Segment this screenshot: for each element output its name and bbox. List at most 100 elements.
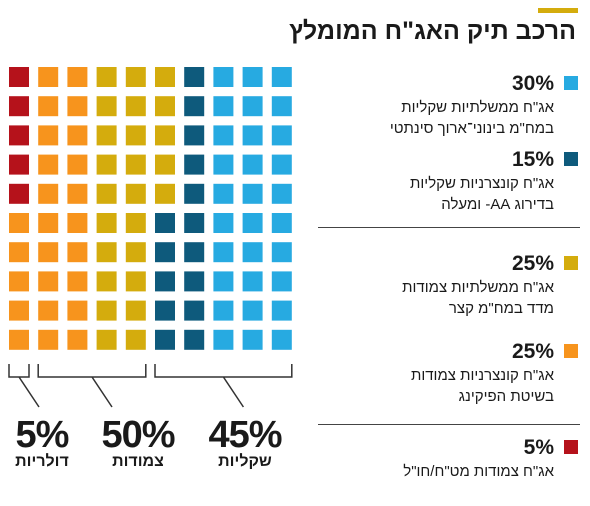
summary-label: דולריות	[15, 453, 69, 470]
waffle-cell-cyan-30-c8-r7	[242, 271, 263, 292]
waffle-cell-gold-25-c4-r2	[125, 125, 146, 146]
waffle-cell-cyan-30-c9-r6	[271, 242, 292, 263]
summary-value: 5%	[15, 414, 70, 456]
waffle-cell-gold-25-c3-r0	[96, 67, 117, 87]
waffle-cell-navy-15-c6-r4	[184, 183, 205, 204]
legend-desc-line-1: מדד במח"מ קצר	[448, 300, 554, 317]
legend-divider-0	[318, 227, 580, 228]
waffle-cell-gold-25-c3-r6	[96, 242, 117, 263]
waffle-cell-navy-15-c5-r7	[155, 271, 175, 292]
legend-desc-line-1: בדירוג AA- ומעלה	[441, 196, 554, 213]
legend-description: אג"ח קונצרניות שקליות בדירוג AA- ומעלה	[410, 173, 554, 215]
legend-description: אג"ח צמודות מט"ח/חו"ל	[403, 461, 554, 482]
waffle-cell-navy-15-c6-r2	[184, 125, 205, 146]
waffle-cell-cyan-30-c7-r9	[213, 329, 234, 350]
waffle-cell-orange-25-c1-r8	[38, 300, 59, 321]
legend-desc-line-0: אג"ח ממשלתיות שקליות	[401, 99, 554, 116]
legend-desc-line-1: בשיטת הפיקינג	[458, 388, 554, 405]
waffle-cell-cyan-30-c9-r5	[271, 213, 292, 233]
waffle-cell-red-5-c0-r1	[9, 96, 29, 117]
title-accent-bar	[538, 8, 578, 13]
waffle-cell-orange-25-c0-r6	[9, 242, 29, 263]
waffle-cell-cyan-30-c7-r6	[213, 242, 234, 263]
waffle-cell-orange-25-c0-r5	[9, 213, 29, 233]
waffle-cell-orange-25-c1-r6	[38, 242, 59, 263]
waffle-cell-cyan-30-c9-r7	[271, 271, 292, 292]
waffle-cell-orange-25-c2-r6	[67, 242, 88, 263]
waffle-cell-gold-25-c5-r1	[155, 96, 175, 117]
waffle-cell-gold-25-c3-r8	[96, 300, 117, 321]
waffle-cell-orange-25-c1-r1	[38, 96, 59, 117]
legend-divider-1	[318, 424, 580, 425]
bracket-1	[37, 364, 147, 408]
legend-value: 5%	[523, 436, 554, 459]
legend-description: אג"ח ממשלתיות שקליות במח"מ בינוני־ארוך סי…	[390, 97, 554, 139]
waffle-cell-gold-25-c3-r3	[96, 154, 117, 175]
waffle-cell-gold-25-c4-r0	[125, 67, 146, 87]
waffle-cell-navy-15-c5-r5	[155, 213, 175, 233]
legend-item-3: 25% אג"ח קונצרניות צמודות בשיטת הפיקינג	[318, 340, 578, 410]
waffle-cell-navy-15-c5-r6	[155, 242, 175, 263]
summary-value: 50%	[101, 414, 175, 456]
legend-description: אג"ח ממשלתיות צמודות מדד במח"מ קצר	[402, 277, 554, 319]
waffle-cell-orange-25-c2-r3	[67, 154, 88, 175]
summary-1: 50% צמודות	[94, 414, 182, 471]
legend-swatch	[564, 152, 578, 166]
waffle-cell-orange-25-c2-r5	[67, 213, 88, 233]
waffle-cell-orange-25-c1-r2	[38, 125, 59, 146]
waffle-cell-gold-25-c4-r5	[125, 213, 146, 233]
summary-label: שקליות	[218, 453, 272, 470]
waffle-cell-cyan-30-c7-r1	[213, 96, 234, 117]
waffle-cell-orange-25-c0-r9	[9, 329, 29, 350]
waffle-cell-orange-25-c2-r4	[67, 183, 88, 204]
waffle-cell-cyan-30-c9-r1	[271, 96, 292, 117]
waffle-cell-gold-25-c3-r5	[96, 213, 117, 233]
legend-desc-line-0: אג"ח צמודות מט"ח/חו"ל	[403, 463, 554, 480]
waffle-cell-orange-25-c1-r0	[38, 67, 59, 87]
legend-value: 25%	[511, 252, 554, 275]
waffle-cell-red-5-c0-r0	[9, 67, 29, 87]
waffle-cell-cyan-30-c7-r5	[213, 213, 234, 233]
legend-value: 30%	[511, 72, 554, 95]
waffle-cell-cyan-30-c7-r0	[213, 67, 234, 87]
chart-title: הרכב תיק האג"ח המומלץ	[289, 17, 576, 45]
waffle-cell-cyan-30-c9-r9	[271, 329, 292, 350]
waffle-cell-navy-15-c6-r5	[184, 213, 205, 233]
waffle-chart	[8, 67, 293, 408]
waffle-cell-cyan-30-c8-r4	[242, 183, 263, 204]
legend-item-4: 5% אג"ח צמודות מט"ח/חו"ל	[318, 436, 578, 506]
waffle-cell-orange-25-c1-r4	[38, 183, 59, 204]
waffle-cell-orange-25-c2-r1	[67, 96, 88, 117]
waffle-cell-cyan-30-c9-r0	[271, 67, 292, 87]
waffle-cell-navy-15-c6-r9	[184, 329, 205, 350]
waffle-cell-red-5-c0-r4	[9, 183, 29, 204]
legend-item-2: 25% אג"ח ממשלתיות צמודות מדד במח"מ קצר	[318, 252, 578, 322]
waffle-cell-navy-15-c6-r1	[184, 96, 205, 117]
legend-value: 25%	[511, 340, 554, 363]
waffle-cell-navy-15-c5-r9	[155, 329, 175, 350]
summary-2: 45% שקליות	[200, 414, 290, 471]
legend-desc-line-1: במח"מ בינוני־ארוך סינתטי	[389, 120, 554, 137]
waffle-cell-cyan-30-c9-r2	[271, 125, 292, 146]
waffle-cell-navy-15-c6-r6	[184, 242, 205, 263]
waffle-cell-orange-25-c0-r7	[9, 271, 29, 292]
waffle-cell-navy-15-c5-r8	[155, 300, 175, 321]
legend-swatch	[564, 344, 578, 358]
legend-desc-line-0: אג"ח קונצרניות צמודות	[410, 367, 554, 384]
waffle-cell-cyan-30-c8-r3	[242, 154, 263, 175]
waffle-cell-orange-25-c2-r0	[67, 67, 88, 87]
waffle-cell-navy-15-c6-r0	[184, 67, 205, 87]
waffle-cell-orange-25-c1-r3	[38, 154, 59, 175]
waffle-cell-gold-25-c3-r1	[96, 96, 117, 117]
waffle-cell-orange-25-c0-r8	[9, 300, 29, 321]
waffle-cell-navy-15-c6-r3	[184, 154, 205, 175]
waffle-cell-gold-25-c4-r9	[125, 329, 146, 350]
waffle-cell-gold-25-c4-r3	[125, 154, 146, 175]
legend-desc-line-0: אג"ח ממשלתיות צמודות	[402, 279, 554, 296]
bracket-2	[154, 364, 293, 408]
waffle-cell-cyan-30-c8-r6	[242, 242, 263, 263]
waffle-cell-cyan-30-c8-r9	[242, 329, 263, 350]
waffle-cell-gold-25-c5-r0	[155, 67, 175, 87]
waffle-cell-orange-25-c2-r8	[67, 300, 88, 321]
waffle-cell-navy-15-c6-r8	[184, 300, 205, 321]
